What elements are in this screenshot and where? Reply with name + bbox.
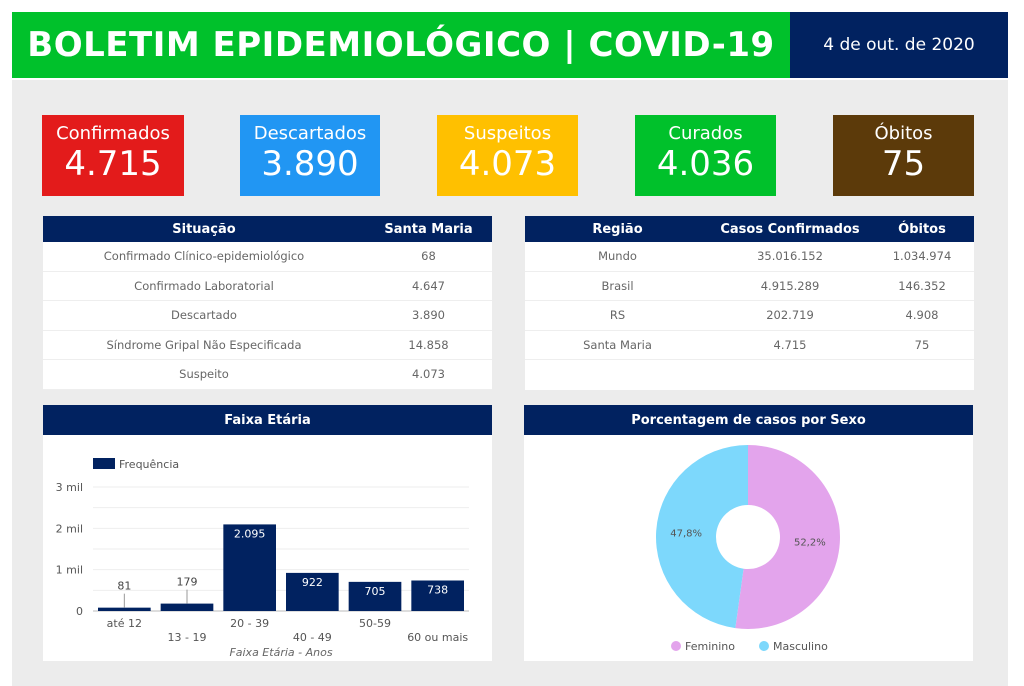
kpi-value: 4.715 <box>64 144 162 184</box>
age-chart-card: Faixa Etária Frequência 0 1 mil 2 mil 3 mil 8… <box>43 405 492 661</box>
situacao-table: Situação Santa Maria Confirmado Clínico-e… <box>43 216 492 390</box>
kpi-value: 3.890 <box>261 144 359 184</box>
legend-label: Frequência <box>119 458 179 471</box>
table-row: Confirmado Laboratorial 4.647 <box>43 272 492 301</box>
regiao-cell: RS <box>609 308 626 323</box>
column-header: Santa Maria <box>384 221 473 237</box>
kpi-confirmados: Confirmados 4.715 <box>42 115 184 196</box>
table-row: Descartado 3.890 <box>43 301 492 331</box>
regiao-table: Região Casos Confirmados Óbitos Mundo 35.01… <box>525 216 974 390</box>
bar <box>348 581 402 611</box>
slice-label: 52,2% <box>794 537 826 548</box>
table-row: Santa Maria 4.715 75 <box>525 331 974 360</box>
bar <box>411 580 464 611</box>
x-tick-label: 13 - 19 <box>168 631 207 644</box>
y-tick-label: 1 mil <box>56 564 83 577</box>
kpi-label: Óbitos <box>874 123 933 144</box>
cases-cell: 202.719 <box>766 308 814 323</box>
pie-slice-masculino <box>656 445 748 629</box>
table-row: Confirmado Clínico-epidemiológico 68 <box>43 242 492 272</box>
bar <box>98 607 151 611</box>
kpi-obitos: Óbitos 75 <box>833 115 974 196</box>
chart-title: Porcentagem de casos por Sexo <box>524 405 973 435</box>
y-tick-label: 3 mil <box>56 481 83 494</box>
value-cell: 3.890 <box>412 308 445 323</box>
data-label: 2.095 <box>234 527 266 540</box>
legend-dot <box>759 641 769 651</box>
legend-swatch <box>93 458 115 469</box>
kpi-label: Confirmados <box>56 123 170 144</box>
y-tick-label: 2 mil <box>56 522 83 535</box>
legend-label: Masculino <box>773 640 828 653</box>
x-tick-label: 20 - 39 <box>230 617 269 630</box>
table-row: Síndrome Gripal Não Especificada 14.858 <box>43 331 492 360</box>
deaths-cell: 75 <box>914 337 930 352</box>
age-bar-chart: Frequência 0 1 mil 2 mil 3 mil 81 até 12 179 13 … <box>56 458 469 659</box>
kpi-label: Suspeitos <box>463 123 552 144</box>
sex-chart-card: Porcentagem de casos por Sexo 52,2% 47,8%… <box>524 405 973 661</box>
situacao-cell: Confirmado Clínico-epidemiológico <box>103 249 305 264</box>
column-header: Óbitos <box>898 221 946 237</box>
table-row: Suspeito 4.073 <box>43 360 492 390</box>
bar <box>160 603 214 611</box>
table-row: Brasil 4.915.289 146.352 <box>525 272 974 301</box>
situacao-cell: Confirmado Laboratorial <box>134 278 274 293</box>
y-tick-label: 0 <box>76 605 83 618</box>
deaths-cell: 1.034.974 <box>892 249 952 264</box>
x-tick-label: 40 - 49 <box>293 631 332 644</box>
kpi-value: 4.036 <box>656 144 755 184</box>
column-header: Situação <box>172 221 236 237</box>
regiao-cell: Brasil <box>601 278 634 293</box>
kpi-label: Curados <box>668 123 743 144</box>
deaths-cell: 4.908 <box>905 308 939 323</box>
data-label: 179 <box>177 576 198 589</box>
report-date: 4 de out. de 2020 <box>790 12 1008 78</box>
kpi-label: Descartados <box>253 123 367 144</box>
deaths-cell: 146.352 <box>898 278 946 293</box>
x-tick-label: 50-59 <box>359 617 391 630</box>
bar <box>286 572 339 611</box>
legend-label: Feminino <box>685 640 735 653</box>
sex-pie-chart: 52,2% 47,8% Feminino Masculino <box>656 445 840 653</box>
kpi-value: 75 <box>881 144 926 184</box>
cases-cell: 35.016.152 <box>757 249 823 264</box>
data-label: 81 <box>117 580 131 593</box>
regiao-cell: Santa Maria <box>583 337 652 352</box>
kpi-descartados: Descartados 3.890 <box>240 115 380 196</box>
x-tick-label: até 12 <box>107 617 142 630</box>
column-header: Região <box>592 221 643 237</box>
chart-title: Faixa Etária <box>43 405 492 435</box>
kpi-suspeitos: Suspeitos 4.073 <box>437 115 578 196</box>
pie-slice-feminino <box>735 445 840 629</box>
value-cell: 14.858 <box>408 337 449 352</box>
table-row: RS 202.719 4.908 <box>525 301 974 331</box>
cases-cell: 4.915.289 <box>760 278 820 293</box>
situacao-cell: Suspeito <box>179 367 229 382</box>
empty-row <box>525 360 974 390</box>
value-cell: 4.647 <box>412 278 445 293</box>
bar <box>223 524 276 611</box>
kpi-value: 4.073 <box>458 144 557 184</box>
situacao-cell: Descartado <box>171 308 237 323</box>
situacao-cell: Síndrome Gripal Não Especificada <box>106 337 302 352</box>
data-label: 922 <box>302 576 323 589</box>
page-title: BOLETIM EPIDEMIOLÓGICO | COVID-19 <box>12 12 790 78</box>
data-label: 705 <box>365 585 386 598</box>
cases-cell: 4.715 <box>773 337 807 352</box>
legend-dot <box>671 641 681 651</box>
kpi-curados: Curados 4.036 <box>635 115 776 196</box>
slice-label: 47,8% <box>670 529 702 540</box>
value-cell: 4.073 <box>412 367 445 382</box>
regiao-cell: Mundo <box>598 249 637 264</box>
x-tick-label: 60 ou mais <box>407 631 468 644</box>
data-label: 738 <box>427 583 448 596</box>
value-cell: 68 <box>421 249 436 264</box>
table-row: Mundo 35.016.152 1.034.974 <box>525 242 974 272</box>
x-axis-title: Faixa Etária - Anos <box>229 646 332 659</box>
column-header: Casos Confirmados <box>720 221 860 237</box>
